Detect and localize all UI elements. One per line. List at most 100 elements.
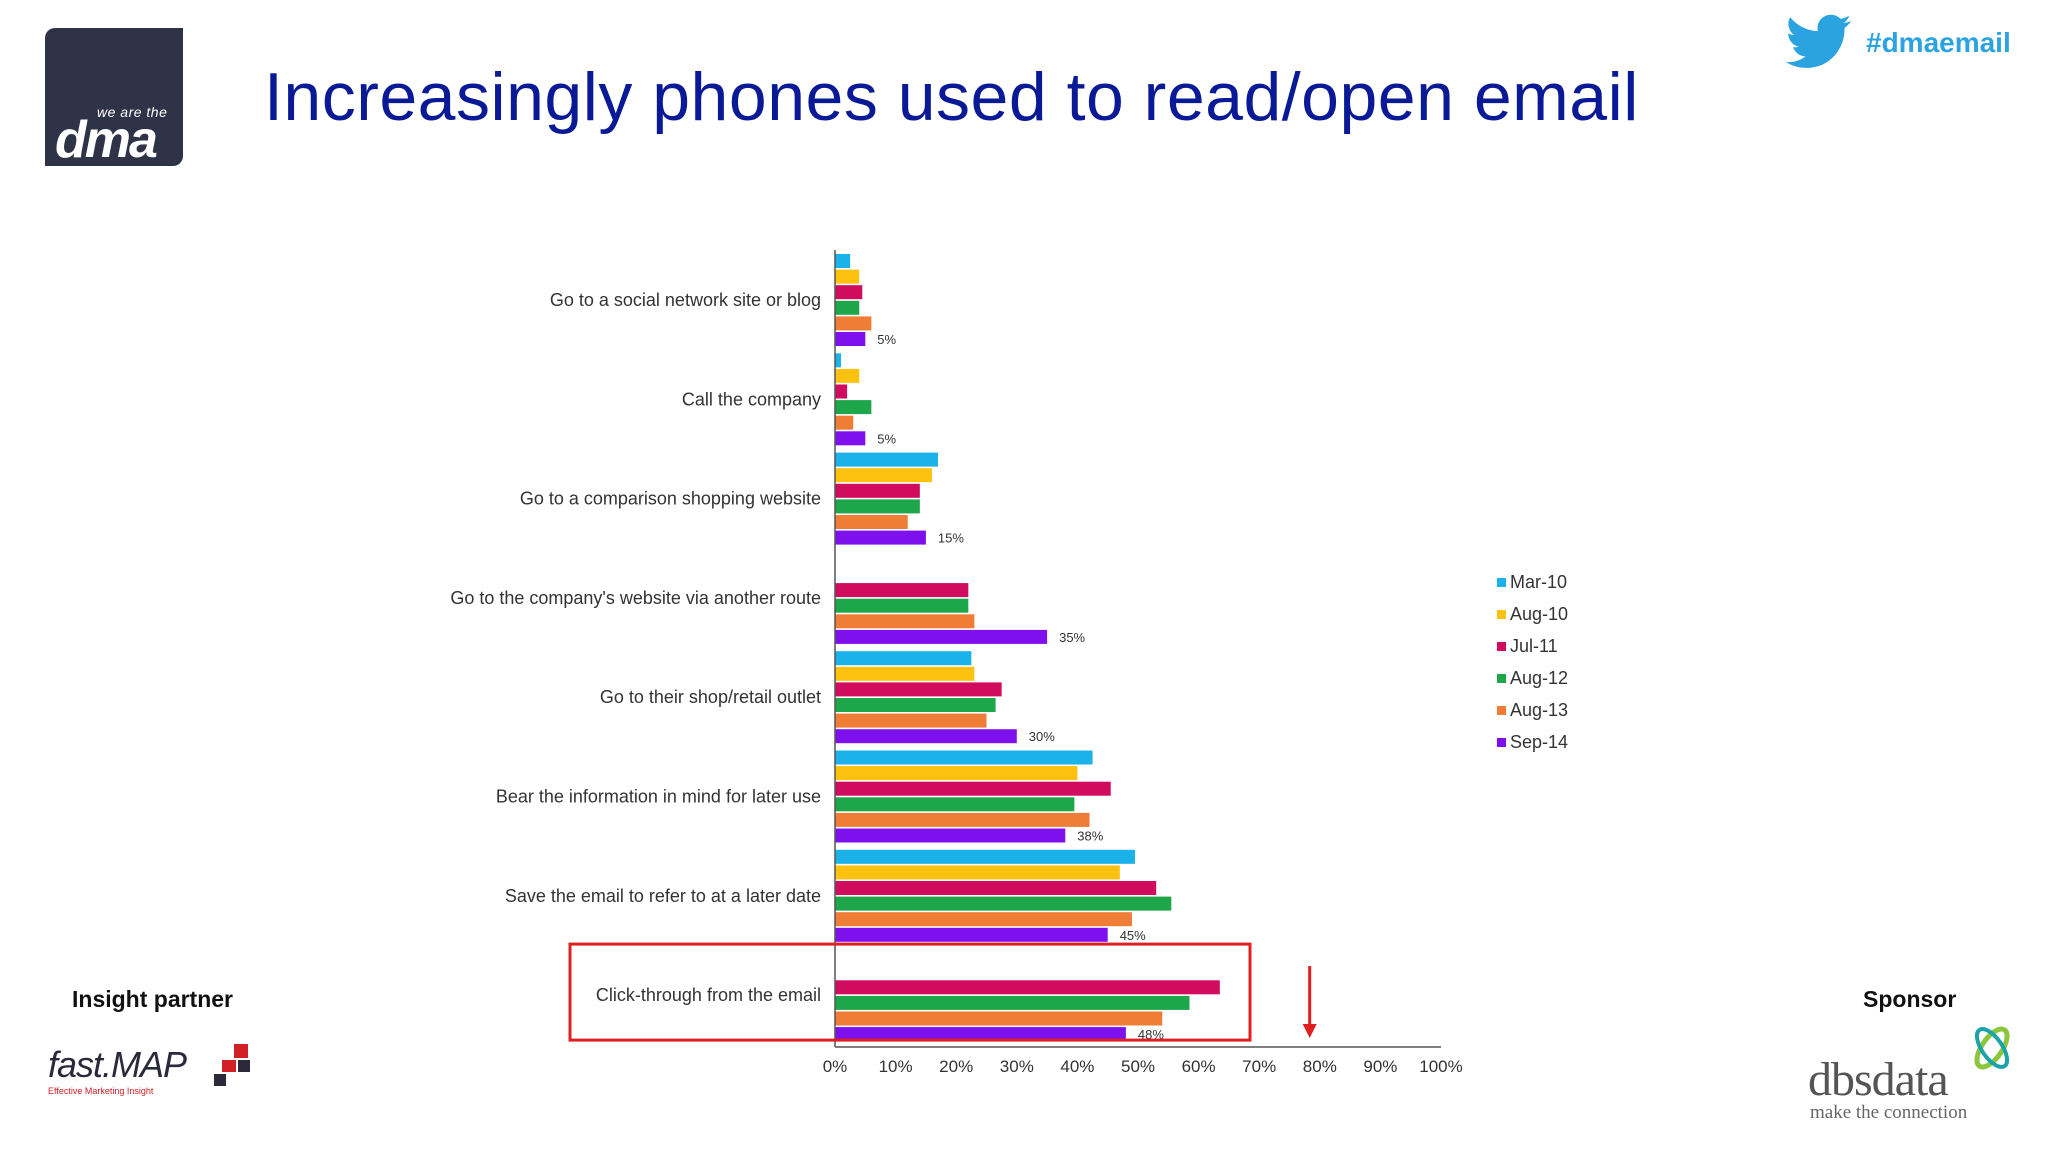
x-tick-label: 0% (823, 1057, 848, 1076)
category-label: Call the company (682, 389, 821, 409)
legend-swatch (1497, 737, 1506, 747)
x-tick-label: 10% (879, 1057, 913, 1076)
twitter-bird-icon (1785, 14, 1852, 68)
bar-aug-13 (835, 515, 908, 529)
legend-item: Sep-14 (1497, 726, 1568, 758)
bar-aug-13 (835, 713, 987, 728)
data-label: 15% (938, 531, 964, 546)
bar-sep-14 (835, 332, 866, 346)
category-label: Go to a social network site or blog (550, 290, 821, 310)
bar-sep-14 (835, 729, 1017, 744)
legend-swatch (1497, 641, 1506, 651)
bar-jul-11 (835, 384, 848, 399)
category-label: Click-through from the email (596, 985, 821, 1005)
legend-item: Mar-10 (1497, 566, 1568, 598)
bar-jul-11 (835, 881, 1157, 895)
category-label: Go to their shop/retail outlet (600, 687, 821, 707)
bar-mar-10 (835, 849, 1135, 864)
bar-aug-13 (835, 415, 854, 430)
x-tick-label: 70% (1242, 1057, 1276, 1076)
legend-item: Aug-12 (1497, 662, 1568, 694)
data-label: 48% (1138, 1027, 1164, 1042)
category-label: Save the email to refer to at a later da… (505, 886, 821, 906)
x-tick-label: 100% (1419, 1057, 1462, 1076)
x-tick-label: 40% (1060, 1057, 1094, 1076)
bar-jul-11 (835, 483, 920, 498)
legend-swatch (1497, 673, 1506, 683)
bar-mar-10 (835, 254, 851, 268)
data-label: 45% (1120, 928, 1146, 943)
x-tick-label: 90% (1363, 1057, 1397, 1076)
data-label: 5% (877, 332, 896, 347)
bar-sep-14 (835, 629, 1048, 644)
legend-label: Aug-12 (1510, 667, 1569, 688)
x-tick-label: 80% (1303, 1057, 1337, 1076)
bar-sep-14 (835, 927, 1108, 942)
dbsdata-logo: dbsdata make the connection (1808, 1022, 2010, 1132)
hashtag-label: #dmaemail (1866, 27, 2011, 58)
bar-sep-14 (835, 828, 1066, 843)
legend-label: Mar-10 (1510, 571, 1568, 592)
bar-aug-12 (835, 797, 1075, 812)
legend-item: Aug-13 (1497, 694, 1568, 726)
bar-aug-10 (835, 865, 1120, 880)
bar-jul-11 (835, 583, 969, 598)
legend-label: Aug-10 (1510, 603, 1569, 624)
dbsdata-logo-subtitle: make the connection (1810, 1102, 1968, 1123)
highlight-box (568, 942, 1252, 1042)
bar-aug-12 (835, 698, 996, 712)
x-tick-label: 50% (1121, 1057, 1155, 1076)
x-tick-label: 30% (1000, 1057, 1034, 1076)
legend-label: Aug-13 (1510, 699, 1569, 720)
category-label: Go to the company's website via another … (450, 588, 821, 608)
bar-aug-10 (835, 269, 860, 284)
bar-sep-14 (835, 431, 866, 446)
bar-aug-10 (835, 766, 1078, 781)
bar-jul-11 (835, 682, 1002, 697)
bar-aug-13 (835, 614, 975, 629)
legend-item: Aug-10 (1497, 598, 1568, 630)
bar-aug-13 (835, 812, 1090, 827)
sponsor-label: Sponsor (1863, 986, 1957, 1012)
dbsdata-swirl-icon (1974, 1026, 2010, 1070)
page-title: Increasingly phones used to read/open em… (264, 59, 1639, 135)
bar-aug-10 (835, 468, 932, 483)
bar-jul-11 (835, 285, 863, 300)
bar-aug-12 (835, 995, 1190, 1010)
fastmap-logo-subtitle: Effective Marketing Insight (48, 1086, 154, 1096)
chart-legend: Mar-10 Aug-10 Jul-11 Aug-12 Aug-13 Sep-14 (1497, 566, 1568, 758)
bar-mar-10 (835, 750, 1093, 765)
data-label: 35% (1059, 630, 1085, 645)
bar-jul-11 (835, 781, 1111, 796)
data-label: 5% (877, 431, 896, 446)
bar-aug-12 (835, 598, 969, 613)
insight-partner-label: Insight partner (72, 986, 234, 1012)
dma-logo-wordmark: dma (55, 111, 158, 169)
dbsdata-logo-text: dbsdata (1808, 1053, 1949, 1106)
fastmap-mark-icon (214, 1044, 250, 1086)
legend-item: Jul-11 (1497, 630, 1568, 662)
bar-aug-12 (835, 400, 872, 415)
dma-logo: we are the dma (45, 28, 183, 166)
bar-mar-10 (835, 651, 972, 666)
bar-aug-13 (835, 316, 872, 331)
arrow-head-icon (1302, 1024, 1317, 1038)
x-tick-label: 60% (1182, 1057, 1216, 1076)
bar-sep-14 (835, 530, 926, 545)
bar-jul-11 (835, 980, 1220, 995)
bar-aug-12 (835, 499, 920, 514)
x-tick-label: 20% (939, 1057, 973, 1076)
legend-swatch (1497, 609, 1506, 619)
category-label: Go to a comparison shopping website (520, 489, 821, 509)
bar-aug-13 (835, 1011, 1163, 1026)
legend-label: Sep-14 (1510, 731, 1569, 752)
legend-swatch (1497, 577, 1506, 587)
legend-swatch (1497, 705, 1506, 715)
category-label: Bear the information in mind for later u… (496, 787, 821, 807)
bar-sep-14 (835, 1027, 1126, 1042)
bar-aug-13 (835, 912, 1132, 927)
bar-mar-10 (835, 353, 842, 368)
dma-logo-tagline: we are the (97, 104, 168, 120)
data-label: 30% (1029, 729, 1055, 744)
